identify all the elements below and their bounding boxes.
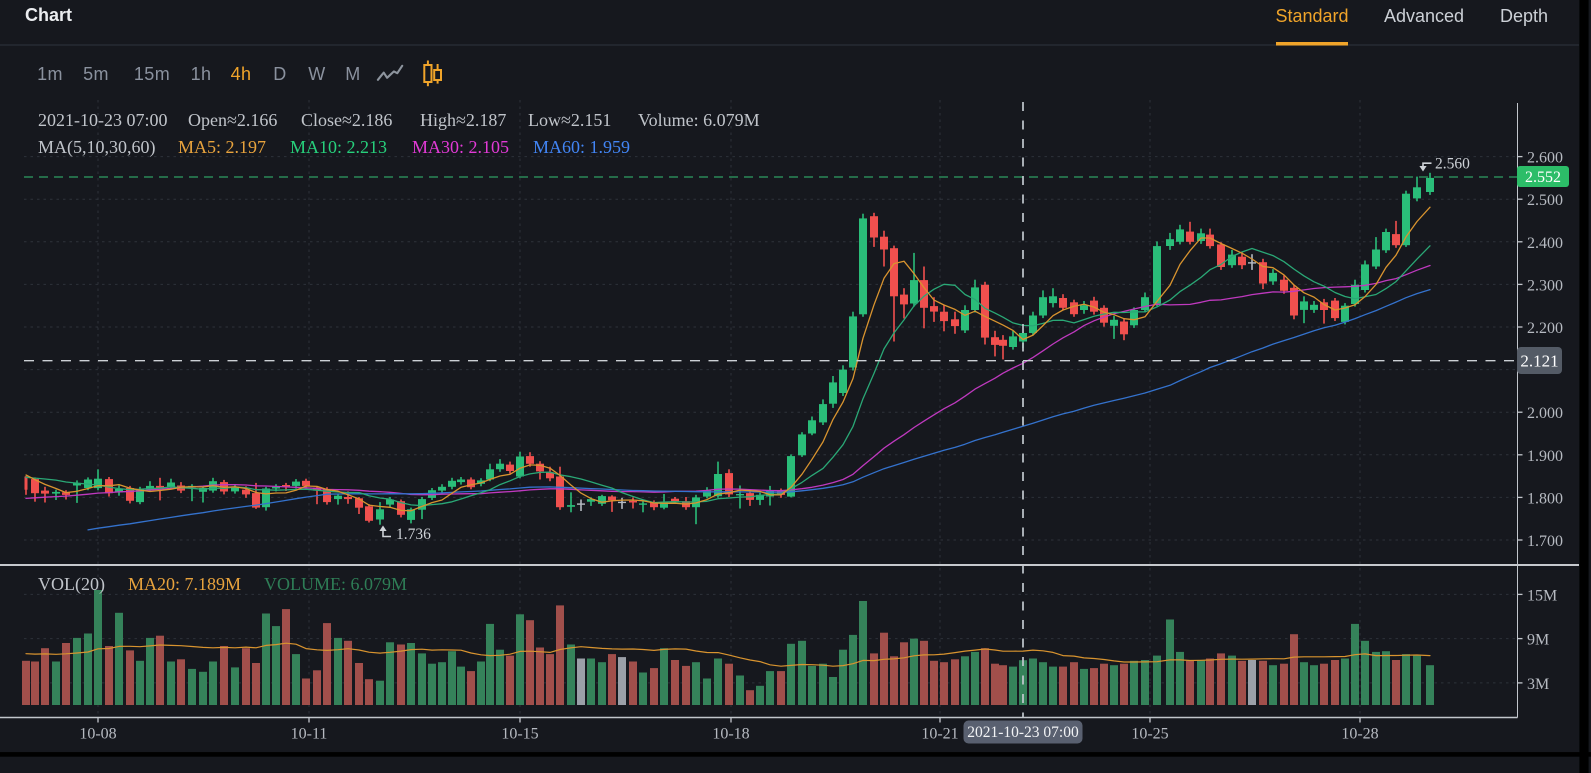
svg-text:Volume: 6.079M: Volume: 6.079M [638, 110, 760, 130]
svg-text:Low≈2.151: Low≈2.151 [528, 110, 611, 130]
svg-text:VOLUME: 6.079M: VOLUME: 6.079M [264, 574, 407, 594]
svg-text:MA30: 2.105: MA30: 2.105 [412, 137, 509, 157]
svg-text:Open≈2.166: Open≈2.166 [188, 110, 277, 130]
svg-text:Advanced: Advanced [1384, 6, 1464, 26]
svg-text:2.200: 2.200 [1527, 320, 1563, 337]
svg-text:10-21: 10-21 [921, 726, 958, 743]
svg-text:2021-10-23 07:00: 2021-10-23 07:00 [967, 724, 1079, 741]
svg-text:2.300: 2.300 [1527, 277, 1563, 294]
svg-text:2.500: 2.500 [1527, 192, 1563, 209]
svg-text:2.552: 2.552 [1525, 169, 1561, 186]
svg-text:Close≈2.186: Close≈2.186 [301, 110, 392, 130]
svg-text:1.700: 1.700 [1527, 533, 1563, 550]
svg-text:1.900: 1.900 [1527, 448, 1563, 465]
svg-text:10-25: 10-25 [1131, 726, 1168, 743]
svg-text:2.000: 2.000 [1527, 405, 1563, 422]
svg-text:5m: 5m [83, 64, 109, 84]
svg-text:Depth: Depth [1500, 6, 1548, 26]
svg-text:MA10: 2.213: MA10: 2.213 [290, 137, 387, 157]
svg-text:10-18: 10-18 [712, 726, 749, 743]
svg-text:1.736: 1.736 [396, 526, 431, 543]
svg-text:10-11: 10-11 [291, 726, 328, 743]
svg-text:10-15: 10-15 [501, 726, 538, 743]
svg-text:D: D [273, 64, 286, 84]
svg-text:1h: 1h [191, 64, 212, 84]
svg-text:2.600: 2.600 [1527, 150, 1563, 167]
svg-text:M: M [345, 64, 360, 84]
svg-text:2.400: 2.400 [1527, 235, 1563, 252]
svg-text:MA(5,10,30,60): MA(5,10,30,60) [38, 137, 156, 158]
svg-text:15M: 15M [1527, 587, 1557, 604]
svg-text:1m: 1m [37, 64, 63, 84]
svg-text:High≈2.187: High≈2.187 [420, 110, 506, 130]
svg-text:MA5: 2.197: MA5: 2.197 [178, 137, 266, 157]
svg-text:Standard: Standard [1275, 6, 1348, 26]
svg-text:15m: 15m [134, 64, 170, 84]
svg-text:MA60: 1.959: MA60: 1.959 [533, 137, 630, 157]
svg-text:10-28: 10-28 [1341, 726, 1378, 743]
svg-text:MA20: 7.189M: MA20: 7.189M [128, 574, 241, 594]
svg-text:3M: 3M [1527, 676, 1549, 693]
svg-text:VOL(20): VOL(20) [38, 574, 105, 595]
svg-text:10-08: 10-08 [79, 726, 116, 743]
svg-text:1.800: 1.800 [1527, 490, 1563, 507]
svg-text:9M: 9M [1527, 632, 1549, 649]
svg-text:2.560: 2.560 [1435, 156, 1470, 173]
svg-text:2.121: 2.121 [1520, 352, 1558, 371]
svg-text:4h: 4h [231, 64, 252, 84]
svg-text:W: W [308, 64, 325, 84]
svg-text:2021-10-23 07:00: 2021-10-23 07:00 [38, 110, 168, 130]
svg-text:Chart: Chart [25, 5, 72, 25]
